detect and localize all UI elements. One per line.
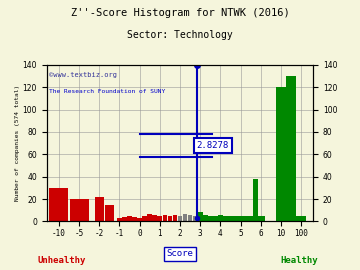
Bar <box>188 215 192 221</box>
Bar <box>137 218 142 221</box>
Text: Sector: Technology: Sector: Technology <box>127 30 233 40</box>
Bar <box>248 216 253 221</box>
Bar <box>157 216 162 221</box>
Text: Unhealthy: Unhealthy <box>37 256 85 265</box>
Text: Healthy: Healthy <box>280 256 318 265</box>
Bar <box>132 217 137 221</box>
Bar <box>213 216 218 221</box>
Y-axis label: Number of companies (574 total): Number of companies (574 total) <box>15 85 20 201</box>
Bar <box>223 216 228 221</box>
Bar <box>286 76 296 221</box>
Bar <box>243 216 248 221</box>
Bar <box>208 216 213 221</box>
Bar <box>117 218 122 221</box>
Bar <box>253 179 258 221</box>
Bar <box>122 217 127 221</box>
Bar <box>178 216 182 221</box>
Bar <box>69 199 89 221</box>
Bar <box>49 188 68 221</box>
Bar <box>95 197 104 221</box>
Text: Score: Score <box>167 249 193 258</box>
Bar <box>142 216 147 221</box>
Bar <box>203 215 208 221</box>
Bar <box>256 216 265 221</box>
Bar <box>173 215 177 221</box>
Bar <box>218 215 223 221</box>
Bar <box>147 214 152 221</box>
Bar <box>168 216 172 221</box>
Text: 2.8278: 2.8278 <box>197 141 229 150</box>
Bar <box>127 216 132 221</box>
Bar <box>198 212 203 221</box>
Bar <box>105 205 114 221</box>
Bar <box>233 216 238 221</box>
Bar <box>228 216 233 221</box>
Text: Z''-Score Histogram for NTWK (2016): Z''-Score Histogram for NTWK (2016) <box>71 8 289 18</box>
Bar <box>183 214 187 221</box>
Bar <box>163 215 167 221</box>
Bar <box>276 87 285 221</box>
Bar <box>193 216 197 221</box>
Text: The Research Foundation of SUNY: The Research Foundation of SUNY <box>49 89 166 94</box>
Bar <box>238 216 243 221</box>
Bar <box>296 216 306 221</box>
Bar <box>152 215 157 221</box>
Text: ©www.textbiz.org: ©www.textbiz.org <box>49 72 117 78</box>
